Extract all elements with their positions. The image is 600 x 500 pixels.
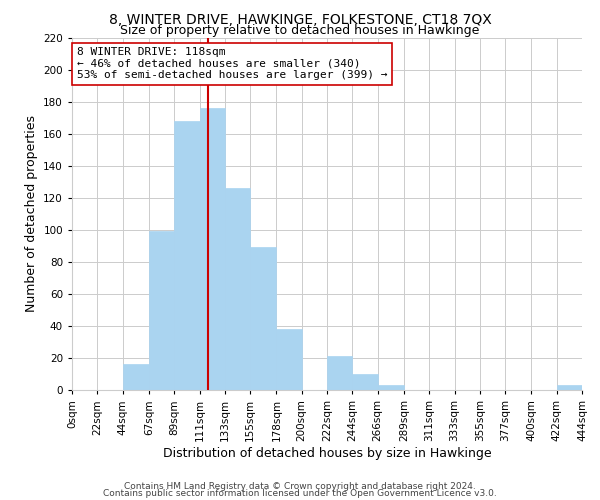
Bar <box>277 329 302 390</box>
Text: Contains HM Land Registry data © Crown copyright and database right 2024.: Contains HM Land Registry data © Crown c… <box>124 482 476 491</box>
Bar <box>327 356 352 390</box>
X-axis label: Distribution of detached houses by size in Hawkinge: Distribution of detached houses by size … <box>163 446 491 460</box>
Bar <box>122 364 149 390</box>
Text: Contains public sector information licensed under the Open Government Licence v3: Contains public sector information licen… <box>103 488 497 498</box>
Bar <box>174 121 199 390</box>
Bar <box>149 232 174 390</box>
Bar <box>557 385 582 390</box>
Text: 8 WINTER DRIVE: 118sqm
← 46% of detached houses are smaller (340)
53% of semi-de: 8 WINTER DRIVE: 118sqm ← 46% of detached… <box>77 47 387 80</box>
Bar <box>352 374 377 390</box>
Bar <box>225 188 250 390</box>
Text: 8, WINTER DRIVE, HAWKINGE, FOLKESTONE, CT18 7QX: 8, WINTER DRIVE, HAWKINGE, FOLKESTONE, C… <box>109 12 491 26</box>
Bar <box>250 248 277 390</box>
Text: Size of property relative to detached houses in Hawkinge: Size of property relative to detached ho… <box>121 24 479 37</box>
Y-axis label: Number of detached properties: Number of detached properties <box>25 116 38 312</box>
Bar <box>199 108 225 390</box>
Bar <box>377 385 404 390</box>
